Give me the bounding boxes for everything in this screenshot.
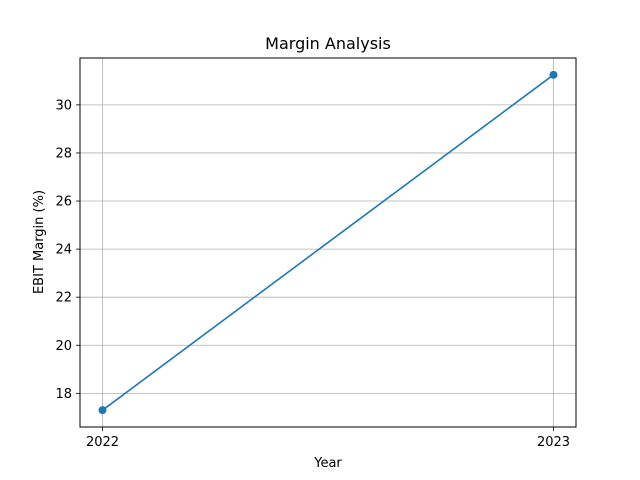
x-tick-label: 2023	[537, 435, 570, 450]
series-layer	[98, 70, 558, 415]
y-tick-label: 30	[55, 98, 72, 113]
chart-title: Margin Analysis	[265, 34, 391, 53]
y-tick-label: 28	[55, 146, 72, 161]
series-line	[102, 74, 554, 411]
x-axis-ticks: 2022 2023	[86, 427, 570, 450]
y-axis-label: EBIT Margin (%)	[32, 190, 47, 294]
y-axis-ticks: 18 20 22 24 26 28 30	[55, 98, 80, 402]
x-axis-label: Year	[313, 456, 342, 471]
data-point	[98, 406, 107, 415]
y-tick-label: 22	[55, 291, 72, 306]
y-tick-label: 26	[55, 195, 72, 210]
y-tick-label: 20	[55, 339, 72, 354]
y-tick-label: 18	[55, 387, 72, 402]
x-tick-label: 2022	[86, 435, 119, 450]
plot-frame	[79, 57, 577, 428]
grid-lines	[80, 58, 576, 427]
y-tick-label: 24	[55, 243, 72, 258]
data-point	[549, 70, 558, 79]
